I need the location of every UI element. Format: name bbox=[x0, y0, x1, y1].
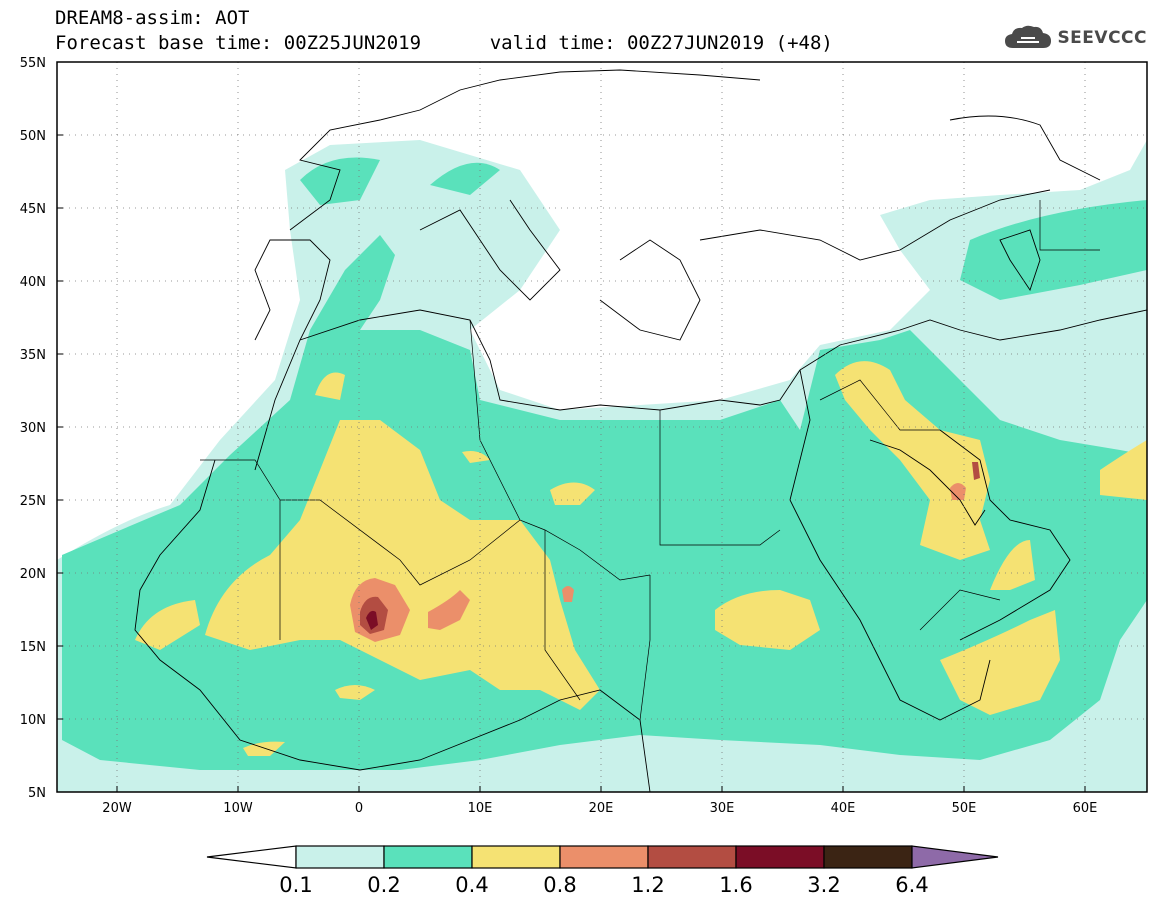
colorbar-segment-0.2 bbox=[383, 845, 473, 869]
lat-label: 40N bbox=[20, 275, 46, 290]
colorbar-label: 0.4 bbox=[455, 873, 488, 897]
map-title: DREAM8-assim: AOT bbox=[55, 7, 250, 29]
colorbar-segment-0.4 bbox=[471, 845, 561, 869]
country-borders bbox=[200, 200, 1100, 721]
valid-time: valid time: 00Z27JUN2019 (+48) bbox=[489, 32, 833, 54]
lat-label: 50N bbox=[20, 129, 46, 144]
lon-label: 20E bbox=[589, 801, 614, 816]
lon-label: 60E bbox=[1073, 801, 1098, 816]
lon-label: 10E bbox=[468, 801, 493, 816]
aot-contour-0.4 bbox=[135, 361, 1147, 756]
longitude-labels: 20W 10W 0 10E 20E 30E 40E 50E 60E bbox=[102, 801, 1097, 816]
colorbar-segment-0.1 bbox=[295, 845, 385, 869]
coastlines bbox=[134, 69, 1147, 792]
colorbar-label: 0.2 bbox=[367, 873, 400, 897]
colorbar-segment-3.2 bbox=[823, 845, 913, 869]
colorbar-label: 3.2 bbox=[807, 873, 840, 897]
lat-label: 35N bbox=[20, 348, 46, 363]
colorbar-low-arrow bbox=[206, 845, 297, 869]
logo-text: SEEVCCC bbox=[1057, 28, 1147, 48]
colorbar-label: 6.4 bbox=[895, 873, 928, 897]
lat-label: 5N bbox=[28, 786, 46, 801]
aot-field bbox=[57, 62, 1147, 792]
seevccc-logo: SEEVCCC bbox=[1003, 24, 1147, 52]
axis-ticks bbox=[57, 61, 1086, 792]
colorbar-label: 0.1 bbox=[279, 873, 312, 897]
colorbar-segment-1.2 bbox=[647, 845, 737, 869]
lat-label: 30N bbox=[20, 421, 46, 436]
lon-label: 50E bbox=[952, 801, 977, 816]
colorbar-label: 1.6 bbox=[719, 873, 752, 897]
aot-contour-1.6 bbox=[366, 610, 378, 630]
colorbar: 0.1 0.2 0.4 0.8 1.2 1.6 3.2 6.4 bbox=[206, 845, 999, 897]
lat-label: 55N bbox=[20, 56, 46, 71]
colorbar-segment-0.8 bbox=[559, 845, 649, 869]
lat-label: 25N bbox=[20, 494, 46, 509]
colorbar-segment-1.6 bbox=[735, 845, 825, 869]
colorbar-label: 1.2 bbox=[631, 873, 664, 897]
colorbar-high-arrow bbox=[911, 845, 999, 869]
lat-label: 45N bbox=[20, 202, 46, 217]
lat-label: 10N bbox=[20, 713, 46, 728]
lon-label: 40E bbox=[831, 801, 856, 816]
map-subtitle: Forecast base time: 00Z25JUN2019 valid t… bbox=[55, 32, 833, 54]
latitude-labels: 55N 50N 45N 40N 35N 30N 25N 20N 15N 10N … bbox=[20, 56, 46, 801]
cloud-icon bbox=[1005, 25, 1052, 48]
colorbar-label: 0.8 bbox=[543, 873, 576, 897]
forecast-base-time: Forecast base time: 00Z25JUN2019 bbox=[55, 32, 422, 54]
lon-label: 30E bbox=[710, 801, 735, 816]
lon-label: 10W bbox=[223, 801, 253, 816]
lon-label: 20W bbox=[102, 801, 132, 816]
lat-label: 20N bbox=[20, 567, 46, 582]
lat-label: 15N bbox=[20, 640, 46, 655]
lon-label: 0 bbox=[355, 801, 363, 816]
